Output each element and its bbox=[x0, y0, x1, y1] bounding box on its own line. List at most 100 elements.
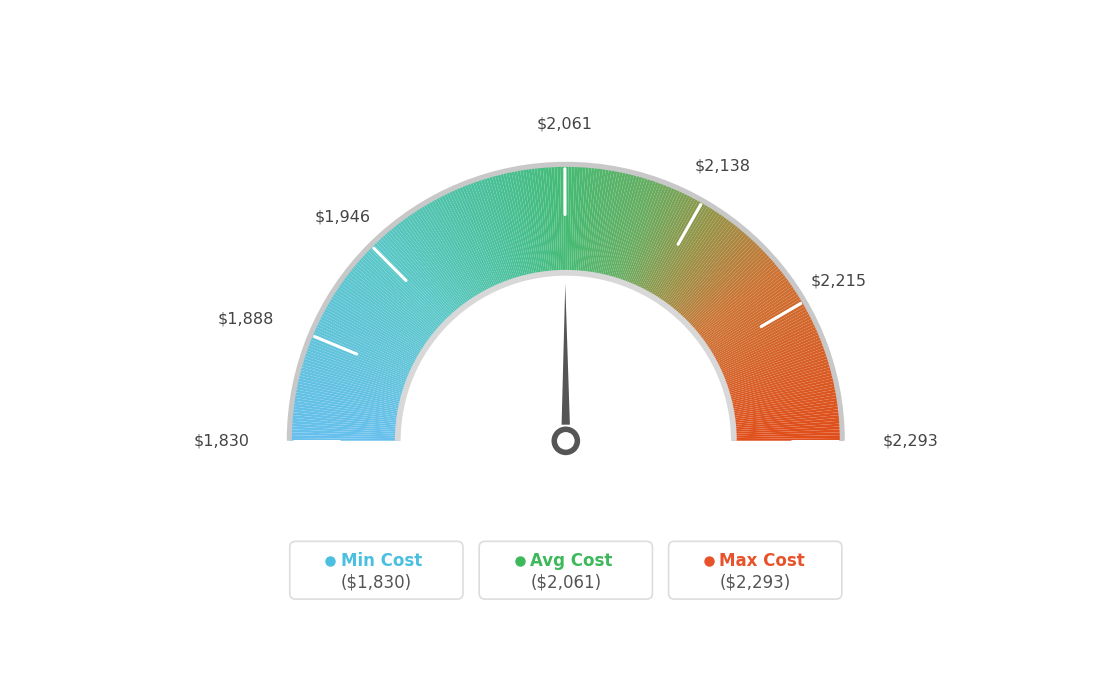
Wedge shape bbox=[696, 266, 783, 337]
Wedge shape bbox=[374, 239, 452, 321]
Wedge shape bbox=[458, 184, 503, 288]
Wedge shape bbox=[289, 426, 400, 434]
Wedge shape bbox=[403, 215, 469, 306]
Wedge shape bbox=[289, 424, 400, 432]
Wedge shape bbox=[301, 355, 407, 391]
Wedge shape bbox=[354, 259, 439, 333]
Wedge shape bbox=[732, 426, 842, 434]
Wedge shape bbox=[725, 364, 832, 396]
Wedge shape bbox=[728, 375, 836, 403]
Wedge shape bbox=[295, 377, 404, 404]
Text: $2,138: $2,138 bbox=[694, 159, 751, 174]
Wedge shape bbox=[725, 361, 832, 395]
Wedge shape bbox=[714, 315, 814, 367]
Wedge shape bbox=[296, 375, 404, 403]
Wedge shape bbox=[676, 233, 752, 317]
Wedge shape bbox=[625, 182, 668, 286]
Wedge shape bbox=[720, 336, 824, 380]
Wedge shape bbox=[638, 191, 689, 292]
Wedge shape bbox=[574, 164, 583, 275]
Wedge shape bbox=[678, 237, 755, 319]
Wedge shape bbox=[595, 168, 618, 277]
Text: $2,215: $2,215 bbox=[811, 273, 867, 288]
Wedge shape bbox=[684, 247, 766, 326]
Wedge shape bbox=[391, 224, 463, 312]
Wedge shape bbox=[645, 197, 699, 295]
Text: $2,293: $2,293 bbox=[882, 433, 938, 448]
Wedge shape bbox=[477, 177, 514, 283]
Wedge shape bbox=[321, 307, 420, 362]
Wedge shape bbox=[450, 188, 498, 290]
Wedge shape bbox=[617, 177, 655, 283]
Polygon shape bbox=[562, 284, 570, 424]
Wedge shape bbox=[583, 165, 597, 275]
Wedge shape bbox=[350, 264, 437, 336]
Wedge shape bbox=[573, 164, 581, 275]
Wedge shape bbox=[711, 305, 809, 361]
Wedge shape bbox=[338, 280, 431, 346]
Text: Avg Cost: Avg Cost bbox=[530, 552, 613, 570]
Wedge shape bbox=[567, 164, 572, 275]
Wedge shape bbox=[435, 195, 489, 294]
Wedge shape bbox=[542, 164, 553, 275]
Wedge shape bbox=[732, 424, 842, 432]
Wedge shape bbox=[325, 302, 422, 359]
Wedge shape bbox=[578, 164, 590, 275]
Wedge shape bbox=[713, 313, 813, 365]
Wedge shape bbox=[415, 207, 477, 302]
Wedge shape bbox=[620, 179, 660, 284]
Wedge shape bbox=[558, 164, 562, 275]
Wedge shape bbox=[311, 328, 414, 375]
Text: ($1,830): ($1,830) bbox=[341, 574, 412, 592]
Wedge shape bbox=[299, 364, 406, 396]
Wedge shape bbox=[588, 166, 606, 276]
Text: Max Cost: Max Cost bbox=[720, 552, 805, 570]
Wedge shape bbox=[395, 270, 736, 441]
Wedge shape bbox=[298, 366, 405, 398]
Wedge shape bbox=[304, 347, 410, 386]
Wedge shape bbox=[508, 169, 533, 278]
Wedge shape bbox=[582, 165, 595, 275]
Wedge shape bbox=[563, 164, 565, 275]
Wedge shape bbox=[724, 358, 831, 393]
Wedge shape bbox=[500, 171, 528, 279]
Wedge shape bbox=[401, 217, 468, 307]
Wedge shape bbox=[467, 181, 508, 286]
Wedge shape bbox=[304, 350, 408, 388]
Wedge shape bbox=[692, 259, 777, 333]
Wedge shape bbox=[335, 285, 428, 349]
Wedge shape bbox=[289, 415, 401, 427]
Wedge shape bbox=[721, 342, 826, 383]
Wedge shape bbox=[309, 333, 413, 378]
Wedge shape bbox=[400, 275, 732, 441]
Wedge shape bbox=[314, 323, 415, 372]
Wedge shape bbox=[522, 166, 541, 277]
Wedge shape bbox=[704, 288, 798, 351]
Wedge shape bbox=[608, 173, 640, 281]
Wedge shape bbox=[724, 355, 830, 391]
Wedge shape bbox=[312, 326, 415, 373]
Text: ($2,061): ($2,061) bbox=[530, 574, 602, 592]
Wedge shape bbox=[389, 226, 461, 313]
Wedge shape bbox=[372, 241, 450, 322]
Wedge shape bbox=[299, 361, 406, 395]
Wedge shape bbox=[716, 323, 818, 372]
Wedge shape bbox=[329, 295, 424, 355]
Text: Min Cost: Min Cost bbox=[340, 552, 422, 570]
Wedge shape bbox=[289, 417, 400, 428]
Wedge shape bbox=[639, 193, 691, 293]
Wedge shape bbox=[300, 358, 407, 393]
Wedge shape bbox=[506, 170, 531, 279]
Wedge shape bbox=[288, 432, 400, 437]
Wedge shape bbox=[732, 417, 842, 428]
Wedge shape bbox=[732, 429, 842, 435]
Wedge shape bbox=[349, 266, 436, 337]
Wedge shape bbox=[320, 310, 420, 364]
Wedge shape bbox=[471, 179, 511, 284]
FancyBboxPatch shape bbox=[479, 542, 652, 599]
Wedge shape bbox=[732, 432, 843, 437]
Wedge shape bbox=[347, 268, 435, 339]
Wedge shape bbox=[495, 172, 524, 280]
Wedge shape bbox=[726, 372, 835, 401]
Wedge shape bbox=[380, 233, 456, 317]
